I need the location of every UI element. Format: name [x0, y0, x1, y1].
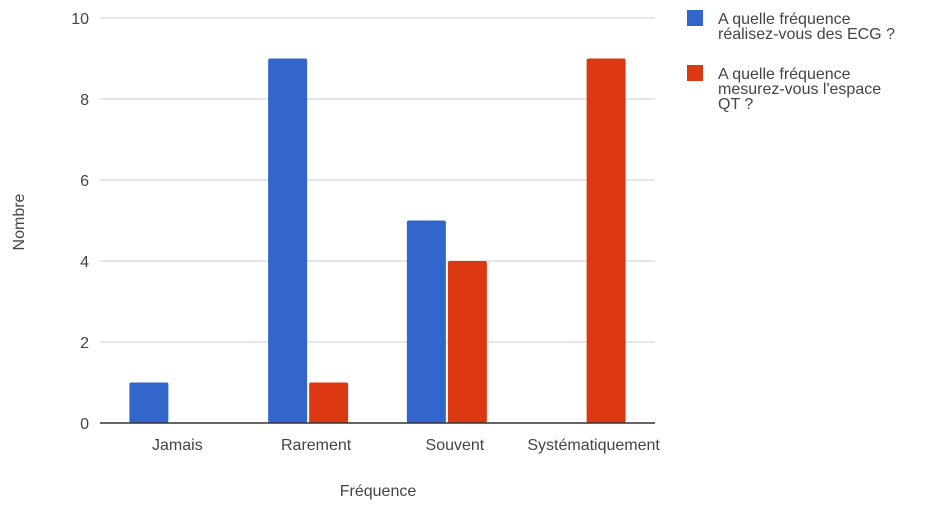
legend: A quelle fréquence réalisez-vous des ECG … — [687, 10, 895, 113]
x-tick-label: Systématiquement — [527, 437, 660, 454]
legend-item: A quelle fréquence mesurez-vous l'espace Q… — [687, 65, 881, 113]
axes: 0 2 4 6 8 10 Jamais Rarement Souvent Systématique… — [71, 11, 660, 454]
legend-item: A quelle fréquence réalisez-vous des ECG … — [687, 10, 895, 43]
y-tick-label: 0 — [80, 416, 89, 433]
bar-2-3 — [447, 261, 487, 423]
bar-2-4 — [586, 58, 626, 423]
legend-swatch — [687, 65, 703, 81]
bar-1-2 — [268, 58, 308, 423]
y-tick-label: 4 — [80, 254, 89, 271]
y-tick-label: 6 — [80, 173, 89, 190]
legend-swatch — [687, 10, 703, 26]
x-axis-title: Fréquence — [340, 483, 417, 500]
x-tick-label: Rarement — [281, 437, 352, 454]
y-tick-label: 10 — [71, 11, 89, 28]
bars — [129, 58, 626, 423]
bar-2-2 — [309, 382, 349, 423]
y-tick-label: 2 — [80, 335, 89, 352]
x-tick-label: Jamais — [152, 437, 203, 454]
y-tick-label: 8 — [80, 92, 89, 109]
legend-label: A quelle fréquence mesurez-vous l'espace Q… — [718, 66, 881, 113]
gridlines — [100, 17, 655, 343]
legend-label: A quelle fréquence réalisez-vous des ECG … — [718, 11, 895, 43]
bar-1-1 — [129, 382, 169, 423]
y-axis-title: Nombre — [11, 193, 28, 250]
bar-1-3 — [406, 220, 446, 423]
x-tick-label: Souvent — [426, 437, 485, 454]
